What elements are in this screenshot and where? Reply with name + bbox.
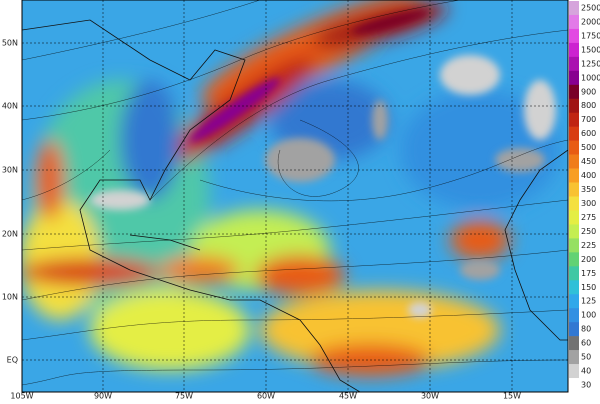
longitude-label: 75W — [175, 392, 193, 401]
colorbar-swatch — [569, 238, 579, 253]
colorbar-swatch — [569, 266, 579, 281]
colorbar-label: 600 — [581, 129, 596, 138]
colorbar-label: 700 — [581, 115, 596, 124]
longitude-label: 105W — [10, 392, 33, 401]
colorbar-label: 200 — [581, 255, 596, 264]
colorbar-label: 150 — [581, 283, 596, 292]
latitude-label: 50N — [2, 39, 18, 48]
colorbar-swatch — [569, 140, 579, 155]
colorbar-label: 50 — [581, 353, 591, 362]
colorbar-label: 800 — [581, 101, 596, 110]
latitude-label: 10N — [2, 293, 18, 302]
colorbar-label: 1750 — [581, 31, 600, 40]
colorbar-label: 1250 — [581, 59, 600, 68]
colorbar-label: 350 — [581, 185, 596, 194]
map-frame — [21, 0, 569, 393]
colorbar-label: 1000 — [581, 73, 600, 82]
colorbar-swatch — [569, 98, 579, 114]
longitude-label: 15W — [503, 392, 521, 401]
colorbar-swatch — [569, 182, 579, 197]
colorbar-label: 275 — [581, 213, 596, 222]
colorbar-swatch — [569, 84, 579, 100]
colorbar-label: 80 — [581, 325, 591, 334]
colorbar-swatch — [569, 56, 579, 72]
colorbar-swatch — [569, 350, 579, 365]
longitude-label: 90W — [94, 392, 112, 401]
colorbar-swatch — [569, 322, 579, 337]
colorbar-label: 300 — [581, 199, 596, 208]
colorbar-swatch — [569, 280, 579, 295]
longitude-label: 45W — [339, 392, 357, 401]
colorbar-swatch — [569, 336, 579, 351]
colorbar-label: 175 — [581, 269, 596, 278]
longitude-label: 30W — [421, 392, 439, 401]
colorbar-label: 250 — [581, 227, 596, 236]
colorbar-swatch — [569, 224, 579, 239]
colorbar-swatch — [569, 196, 579, 211]
colorbar-label: 100 — [581, 311, 596, 320]
graticule — [22, 0, 568, 392]
colorbar-swatch — [569, 126, 579, 141]
colorbar-label: 40 — [581, 367, 591, 376]
latitude-label: 40N — [2, 102, 18, 111]
colorbar-swatch — [569, 28, 579, 44]
colorbar-swatch — [569, 70, 579, 86]
colorbar: 2500 2000 1750 1500 1250 1000 900 800 700 600 500 4… — [569, 1, 600, 393]
latitude-label: 20N — [2, 230, 18, 239]
colorbar-swatch — [569, 168, 579, 183]
colorbar-swatch — [569, 210, 579, 225]
colorbar-label: 900 — [581, 87, 596, 96]
colorbar-swatch — [569, 154, 579, 169]
colorbar-label: 60 — [581, 339, 591, 348]
streamlines — [22, 0, 568, 386]
colorbar-swatch — [569, 112, 579, 127]
colorbar-label: 1500 — [581, 45, 600, 54]
colorbar-label: 500 — [581, 143, 596, 152]
colorbar-label: 400 — [581, 171, 596, 180]
latitude-label: EQ — [7, 356, 18, 365]
colorbar-swatch — [569, 308, 579, 323]
colorbar-label: 225 — [581, 241, 596, 250]
longitude-label: 60W — [257, 392, 275, 401]
colorbar-swatch — [569, 294, 579, 309]
latitude-label: 30N — [2, 166, 18, 175]
colorbar-swatch — [569, 1, 579, 16]
colorbar-swatch — [569, 252, 579, 267]
labels: 50N 40N 30N 20N 10N EQ 105W 90W 75W 60W 45W 30W 15W — [2, 39, 521, 401]
colorbar-swatch — [569, 14, 579, 30]
colorbar-label: 2000 — [581, 17, 600, 26]
colorbar-swatch — [569, 364, 579, 379]
colorbar-swatch — [569, 42, 579, 58]
colorbar-label: 125 — [581, 297, 596, 306]
colorbar-label: 2500 — [581, 3, 600, 12]
colorbar-label: 30 — [581, 381, 591, 390]
colorbar-swatch — [569, 378, 579, 393]
coastlines — [22, 19, 568, 392]
colorbar-label: 450 — [581, 157, 596, 166]
